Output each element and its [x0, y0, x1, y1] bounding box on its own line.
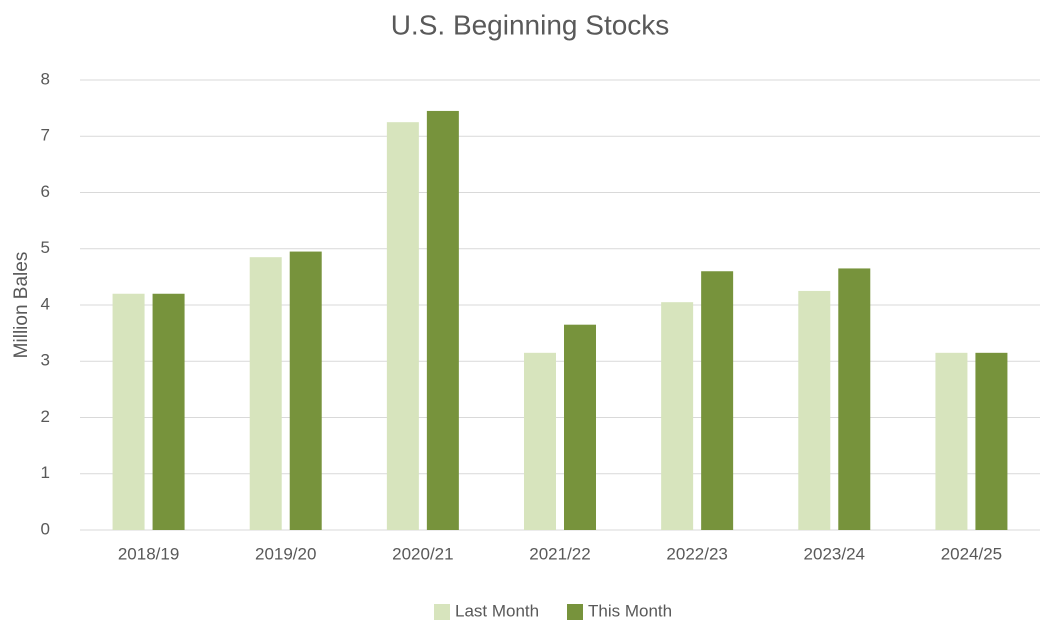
- y-tick-label: 2: [41, 407, 50, 426]
- legend-label: Last Month: [455, 601, 539, 620]
- bar: [426, 110, 459, 530]
- y-tick-label: 7: [41, 126, 50, 145]
- bar: [975, 352, 1008, 530]
- bar: [112, 293, 145, 530]
- bar: [838, 268, 871, 530]
- y-tick-label: 5: [41, 238, 50, 257]
- bar: [564, 324, 596, 530]
- x-tick-label: 2021/22: [529, 544, 590, 563]
- bar: [701, 271, 734, 530]
- bar: [152, 293, 185, 530]
- y-tick-label: 1: [41, 463, 50, 482]
- x-tick-label: 2018/19: [118, 544, 179, 563]
- y-tick-label: 8: [41, 69, 50, 88]
- x-tick-label: 2019/20: [255, 544, 316, 563]
- legend-swatch: [567, 604, 583, 620]
- legend-swatch: [434, 604, 450, 620]
- bar: [524, 352, 556, 530]
- legend-label: This Month: [588, 601, 672, 620]
- bar: [386, 122, 419, 530]
- bar: [289, 251, 322, 530]
- bar: [798, 290, 831, 530]
- y-tick-label: 3: [41, 351, 50, 370]
- chart-title: U.S. Beginning Stocks: [391, 9, 670, 40]
- y-tick-label: 4: [41, 294, 50, 313]
- x-tick-label: 2022/23: [666, 544, 727, 563]
- x-tick-label: 2020/21: [392, 544, 453, 563]
- bar: [935, 352, 968, 530]
- y-tick-label: 0: [41, 519, 50, 538]
- y-tick-label: 6: [41, 182, 50, 201]
- x-tick-label: 2023/24: [804, 544, 865, 563]
- bar: [661, 302, 694, 530]
- y-axis-label: Million Bales: [11, 252, 32, 359]
- bar: [249, 257, 282, 530]
- x-tick-label: 2024/25: [941, 544, 1002, 563]
